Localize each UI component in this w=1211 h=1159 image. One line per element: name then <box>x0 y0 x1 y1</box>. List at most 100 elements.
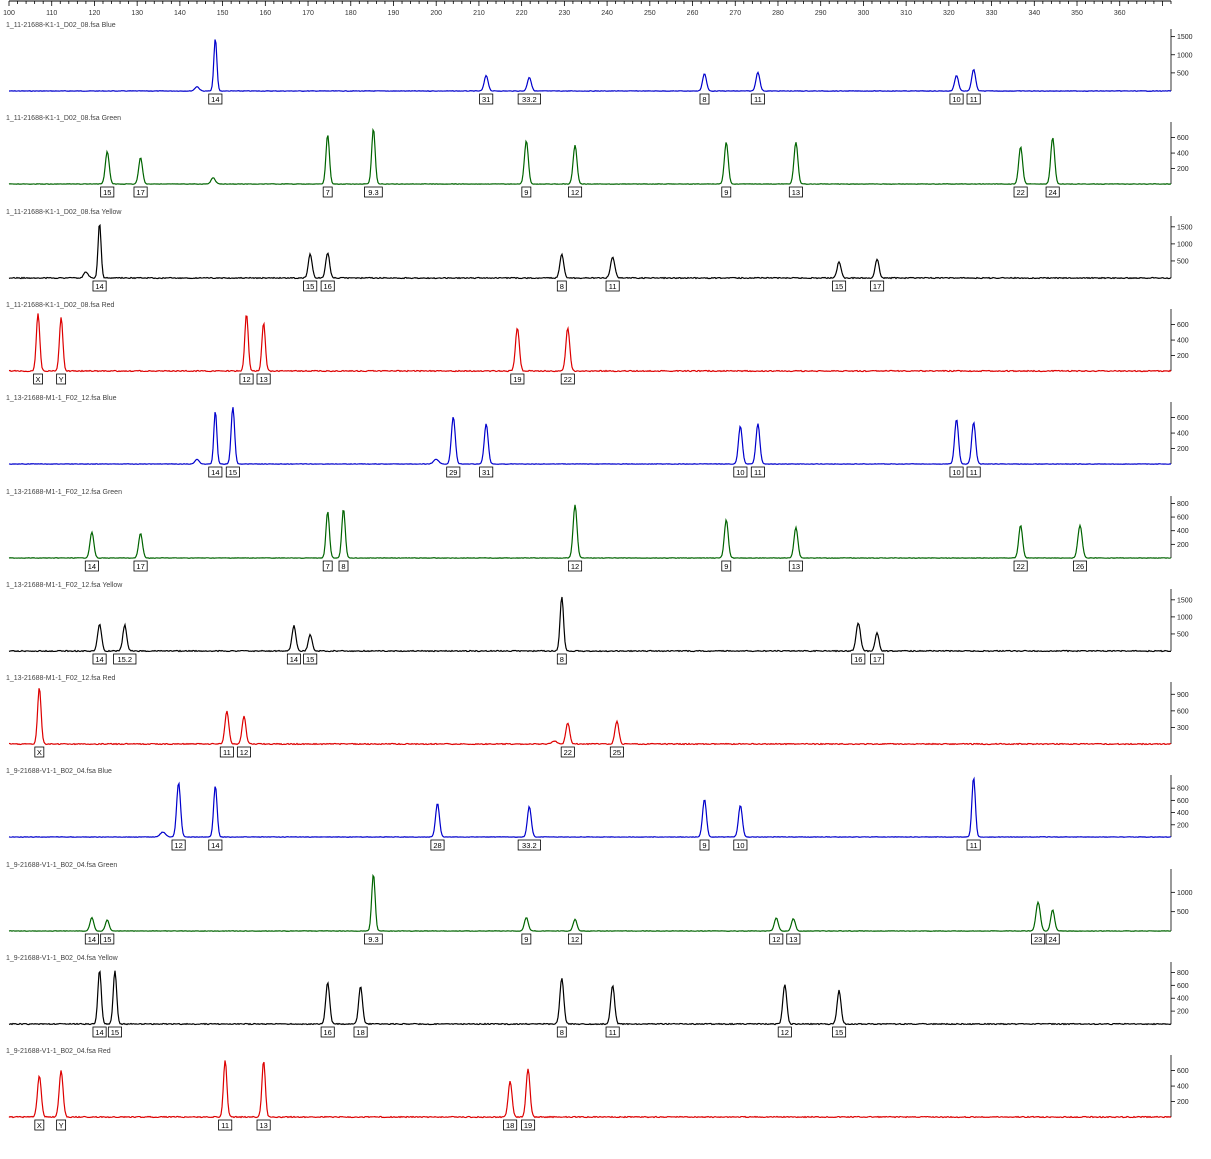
allele-call-label[interactable]: 16 <box>320 280 335 291</box>
allele-call-label[interactable]: 11 <box>605 1026 620 1038</box>
allele-call-label[interactable]: 11 <box>750 93 765 105</box>
allele-call-label[interactable]: 28 <box>430 839 445 851</box>
allele-call-label[interactable]: 13 <box>788 186 803 198</box>
allele-call-label[interactable]: 24 <box>1045 186 1060 198</box>
allele-call-label[interactable]: 19 <box>510 373 525 385</box>
allele-call-label[interactable]: 14 <box>92 653 107 665</box>
allele-call-label[interactable]: 14 <box>208 466 223 478</box>
allele-call-label[interactable]: 15 <box>100 933 115 945</box>
allele-call-label[interactable]: 8 <box>699 93 710 105</box>
allele-call-label[interactable]: 11 <box>750 466 765 478</box>
allele-call-label[interactable]: 15 <box>832 1026 847 1038</box>
allele-call-label[interactable]: 15 <box>832 280 847 291</box>
allele-call-label[interactable]: X <box>34 1119 45 1131</box>
allele-call-label[interactable]: 18 <box>353 1026 368 1038</box>
allele-call-label[interactable]: X <box>33 373 43 385</box>
allele-call-label[interactable]: 15 <box>303 280 318 291</box>
allele-call-label[interactable]: 12 <box>236 746 251 758</box>
allele-call-label[interactable]: 10 <box>949 93 964 105</box>
allele-call-label[interactable]: 14 <box>92 280 107 291</box>
allele-call-label[interactable]: 22 <box>1013 186 1028 198</box>
allele-call-label[interactable]: 14 <box>208 93 223 105</box>
allele-call-label[interactable]: 10 <box>949 466 964 478</box>
allele-call-label[interactable]: 14 <box>84 560 99 571</box>
allele-call-label[interactable]: 25 <box>609 746 624 758</box>
allele-call-label[interactable]: 9 <box>721 186 732 198</box>
allele-call-label[interactable]: 11 <box>966 466 981 478</box>
allele-call-label[interactable]: 17 <box>870 280 885 291</box>
allele-call-label[interactable]: 12 <box>171 839 186 851</box>
allele-call-label[interactable]: 14 <box>208 839 223 851</box>
allele-call-label[interactable]: 10 <box>733 839 748 851</box>
allele-call-label[interactable]: 33.2 <box>517 839 541 851</box>
allele-call-label[interactable]: 26 <box>1073 560 1088 571</box>
allele-call-label[interactable]: 10 <box>733 466 748 478</box>
allele-call-label[interactable]: 13 <box>256 1119 271 1131</box>
trace-line <box>8 873 1172 932</box>
allele-call-label[interactable]: 12 <box>239 373 254 385</box>
allele-call-label[interactable]: 9.3 <box>364 186 383 198</box>
ruler-tick-label: 210 <box>473 10 485 17</box>
allele-call-label[interactable]: 9 <box>521 933 532 945</box>
allele-call-label[interactable]: 11 <box>966 93 981 105</box>
allele-call-label[interactable]: 8 <box>556 653 567 665</box>
allele-call-label[interactable]: 17 <box>133 186 148 198</box>
allele-call-label[interactable]: 15 <box>303 653 318 665</box>
allele-call-label[interactable]: 14 <box>92 1026 107 1038</box>
allele-call-label[interactable]: 15 <box>225 466 240 478</box>
allele-call-label[interactable]: 17 <box>133 560 148 571</box>
allele-call-label[interactable]: 13 <box>256 373 271 385</box>
allele-call-label[interactable]: 14 <box>84 933 99 945</box>
allele-call-label[interactable]: 7 <box>322 560 333 571</box>
allele-call-label[interactable]: 19 <box>521 1119 536 1131</box>
allele-call-label[interactable]: 12 <box>769 933 784 945</box>
svg-text:9.3: 9.3 <box>368 934 378 943</box>
allele-call-label[interactable]: 29 <box>446 466 461 478</box>
allele-call-label[interactable]: 12 <box>568 560 583 571</box>
svg-text:22: 22 <box>564 748 572 757</box>
svg-text:14: 14 <box>290 655 298 664</box>
svg-text:17: 17 <box>873 655 881 664</box>
allele-call-label[interactable]: 22 <box>560 746 575 758</box>
allele-call-label[interactable]: 31 <box>479 93 494 105</box>
allele-call-label[interactable]: 15 <box>107 1026 122 1038</box>
allele-call-label[interactable]: 12 <box>777 1026 792 1038</box>
allele-call-label[interactable]: X <box>34 746 45 758</box>
allele-call-label[interactable]: 9.3 <box>364 933 383 945</box>
allele-call-label[interactable]: 8 <box>556 1026 567 1038</box>
allele-call-label[interactable]: 14 <box>286 653 301 665</box>
svg-text:16: 16 <box>854 655 862 664</box>
allele-call-label[interactable]: 16 <box>851 653 866 665</box>
allele-call-label[interactable]: 16 <box>320 1026 335 1038</box>
allele-call-label[interactable]: 13 <box>786 933 801 945</box>
allele-call-label[interactable]: 8 <box>338 560 349 571</box>
allele-call-label[interactable]: 18 <box>503 1119 518 1131</box>
svg-text:17: 17 <box>136 561 144 570</box>
allele-call-label[interactable]: 23 <box>1031 933 1046 945</box>
allele-call-label[interactable]: Y <box>56 373 67 385</box>
allele-call-label[interactable]: 13 <box>788 560 803 571</box>
allele-call-label[interactable]: Y <box>56 1119 67 1131</box>
svg-text:14: 14 <box>88 934 96 943</box>
allele-call-label[interactable]: 22 <box>560 373 575 385</box>
allele-call-label[interactable]: 15.2 <box>113 653 137 665</box>
allele-call-label[interactable]: 31 <box>479 466 494 478</box>
allele-call-label[interactable]: 22 <box>1013 560 1028 571</box>
allele-call-label[interactable]: 12 <box>568 933 583 945</box>
allele-call-label[interactable]: 11 <box>966 839 981 851</box>
svg-text:12: 12 <box>772 934 780 943</box>
allele-call-label[interactable]: 15 <box>100 186 115 198</box>
allele-call-label[interactable]: 11 <box>218 1119 233 1131</box>
allele-call-label[interactable]: 12 <box>568 186 583 198</box>
allele-call-label[interactable]: 33.2 <box>517 93 541 105</box>
allele-call-label[interactable]: 11 <box>219 746 234 758</box>
allele-call-label[interactable]: 9 <box>699 839 710 851</box>
trace-panel: 1_11-21688-K1-1_D02_08.fsa Green 600 400 20… <box>0 115 1211 208</box>
allele-call-label[interactable]: 17 <box>870 653 885 665</box>
allele-call-label[interactable]: 9 <box>521 186 532 198</box>
allele-call-label[interactable]: 11 <box>605 280 620 291</box>
allele-call-label[interactable]: 24 <box>1045 933 1060 945</box>
allele-call-label[interactable]: 9 <box>721 560 732 571</box>
allele-call-label[interactable]: 8 <box>556 280 567 291</box>
allele-call-label[interactable]: 7 <box>322 186 333 198</box>
